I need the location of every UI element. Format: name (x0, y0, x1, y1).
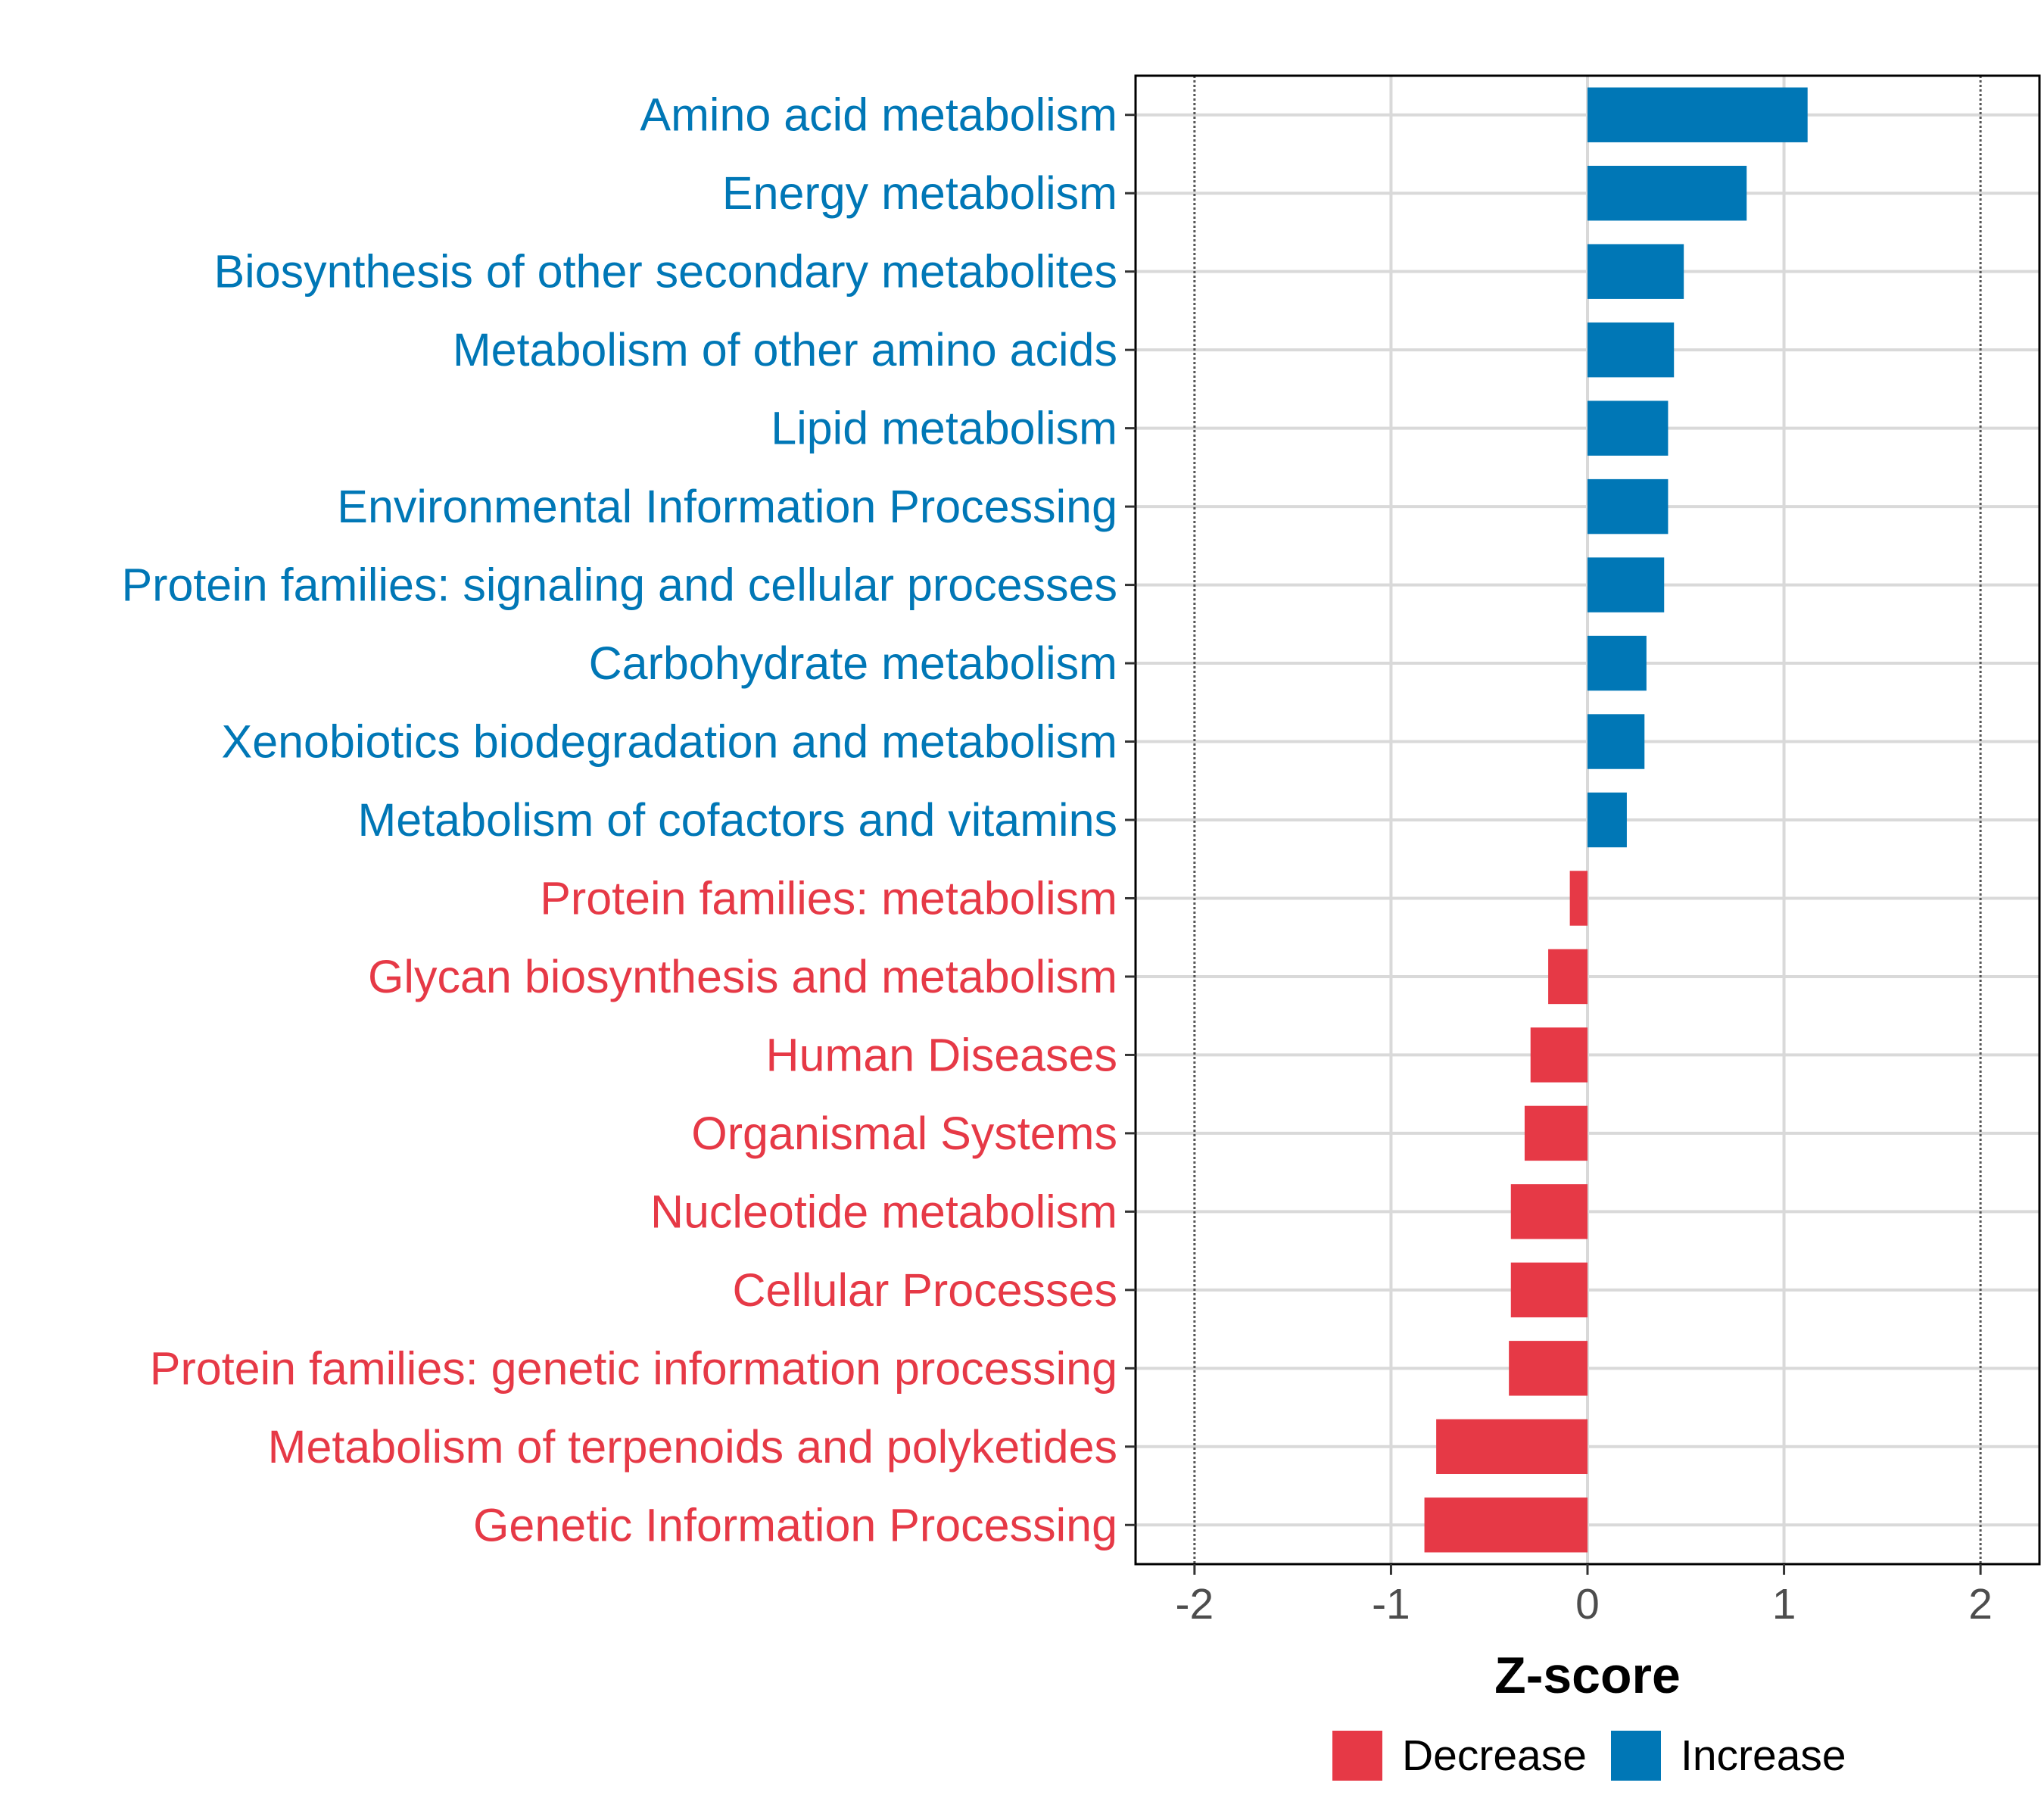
category-label: Protein families: signaling and cellular… (121, 559, 1117, 611)
bar (1588, 714, 1645, 769)
bar (1588, 557, 1665, 612)
bars (1424, 87, 1808, 1553)
category-label: Lipid metabolism (771, 403, 1117, 454)
category-label: Human Diseases (766, 1029, 1117, 1080)
category-label: Protein families: genetic information pr… (150, 1342, 1117, 1394)
bar (1588, 87, 1808, 142)
bar (1524, 1105, 1588, 1161)
category-label: Carbohydrate metabolism (589, 637, 1117, 689)
category-label: Glycan biosynthesis and metabolism (368, 951, 1117, 1002)
category-label: Energy metabolism (722, 167, 1117, 219)
x-tick-label: -2 (1176, 1580, 1214, 1628)
bar (1510, 1262, 1588, 1318)
bar (1588, 400, 1669, 456)
category-label: Metabolism of cofactors and vitamins (357, 794, 1117, 846)
x-tick-label: 2 (1968, 1580, 1993, 1628)
bar (1588, 165, 1747, 221)
legend-swatch-increase (1611, 1731, 1661, 1781)
category-label: Genetic Information Processing (473, 1499, 1117, 1551)
bar (1588, 322, 1675, 378)
bar (1509, 1341, 1588, 1396)
category-label: Cellular Processes (732, 1264, 1117, 1316)
y-axis-category-labels: Amino acid metabolism Energy metabolism Bi… (121, 89, 1117, 1551)
bar (1548, 949, 1588, 1005)
category-label: Nucleotide metabolism (650, 1186, 1117, 1237)
legend-label-increase: Increase (1681, 1731, 1846, 1780)
bar (1588, 792, 1627, 848)
legend-label-decrease: Decrease (1402, 1731, 1587, 1780)
bar (1530, 1027, 1588, 1083)
x-tick-label: -1 (1372, 1580, 1410, 1628)
y-axis-ticks (1125, 114, 1136, 1526)
x-axis-ticks: -2 -1 0 1 2 (1176, 1564, 1993, 1628)
category-label: Biosynthesis of other secondary metaboli… (213, 246, 1117, 298)
bar (1588, 244, 1684, 299)
bar (1424, 1498, 1588, 1553)
category-label: Amino acid metabolism (640, 89, 1117, 141)
x-axis-title: Z-score (1494, 1647, 1681, 1704)
bar (1510, 1184, 1588, 1239)
bar (1588, 478, 1669, 535)
category-label: Xenobiotics biodegradation and metabolis… (222, 716, 1117, 768)
bar (1588, 635, 1647, 691)
bar (1436, 1419, 1588, 1475)
x-tick-label: 1 (1772, 1580, 1796, 1628)
bar (1569, 871, 1588, 926)
category-label: Metabolism of terpenoids and polyketides (268, 1421, 1117, 1473)
x-tick-label: 0 (1575, 1580, 1600, 1628)
legend: Decrease Increase (1332, 1731, 1846, 1781)
category-label: Protein families: metabolism (540, 872, 1117, 924)
category-label: Environmental Information Processing (337, 481, 1117, 532)
category-label: Organismal Systems (691, 1108, 1117, 1159)
category-label: Metabolism of other amino acids (453, 324, 1117, 376)
legend-swatch-decrease (1332, 1731, 1382, 1781)
